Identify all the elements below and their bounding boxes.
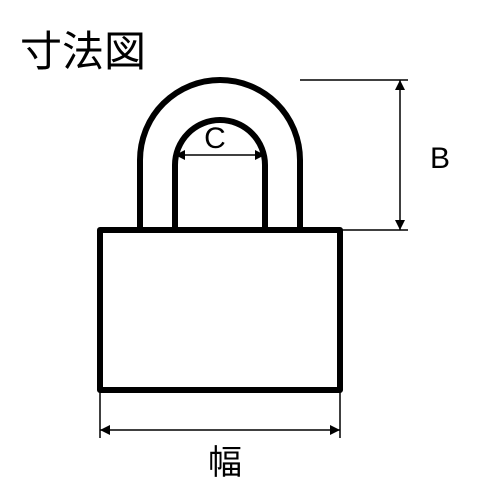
- svg-text:B: B: [430, 142, 450, 175]
- svg-text:C: C: [204, 122, 226, 155]
- svg-text:幅: 幅: [208, 444, 242, 482]
- svg-text:寸法図: 寸法図: [20, 28, 146, 75]
